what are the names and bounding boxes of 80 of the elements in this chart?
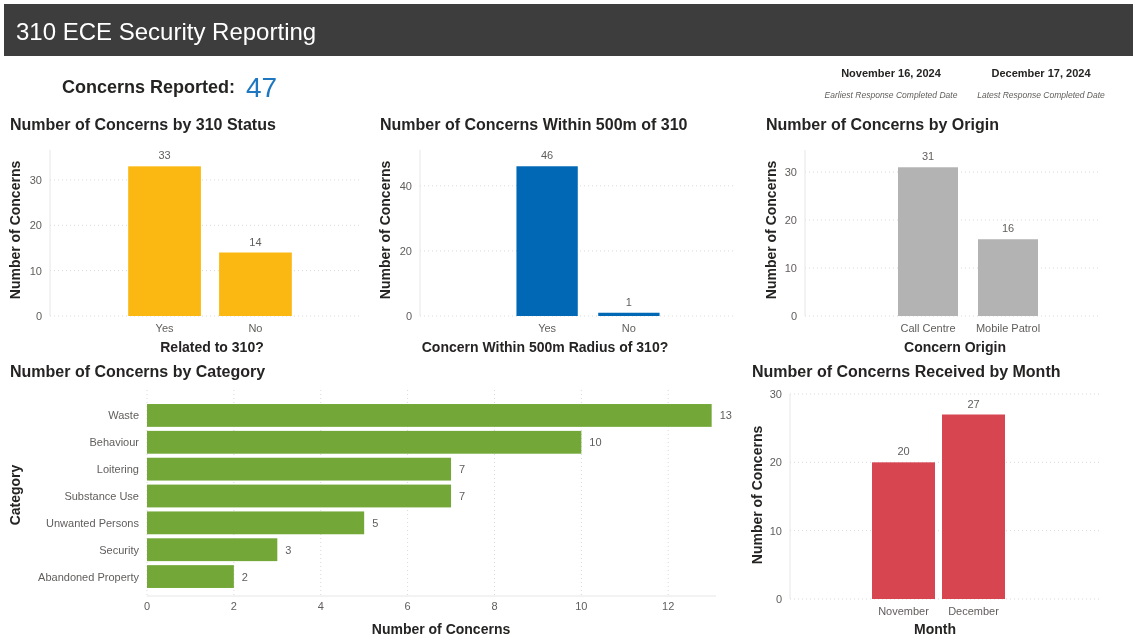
x-tick-label: 12: [662, 600, 675, 612]
y-tick-label: Loitering: [96, 463, 139, 476]
y-tick-label: 40: [399, 179, 412, 192]
chart-title: Number of Concerns by 310 Status: [10, 116, 276, 133]
bar: [147, 484, 452, 508]
x-axis-title: Concern Origin: [904, 339, 1006, 355]
x-tick-label: No: [248, 322, 263, 334]
bar: [147, 430, 582, 454]
x-tick-label: 10: [575, 600, 588, 612]
x-axis-title: Related to 310?: [160, 339, 264, 355]
x-tick-label: December: [948, 605, 1000, 617]
bar: [147, 538, 278, 562]
data-label: 3: [285, 543, 292, 556]
y-tick-label: 10: [784, 262, 797, 275]
y-tick-label: 0: [790, 310, 797, 322]
chart-title: Number of Concerns Received by Month: [752, 363, 1061, 380]
y-tick-label: 10: [29, 264, 42, 277]
data-label: 2: [241, 570, 248, 583]
text: November 16, 2024: [841, 67, 942, 79]
data-label: 10: [589, 436, 602, 449]
x-tick-label: Yes: [538, 322, 557, 334]
text: Earliest Response Completed Date: [824, 90, 958, 100]
x-tick-label: 6: [404, 600, 411, 612]
y-tick-label: 20: [399, 244, 412, 257]
text: December 17, 2024: [991, 67, 1092, 79]
x-tick-label: Call Centre: [900, 322, 956, 334]
data-label: 31: [921, 150, 935, 163]
y-tick-label: 30: [784, 166, 797, 179]
y-tick-label: 20: [29, 219, 42, 232]
y-tick-label: 0: [35, 310, 42, 322]
x-axis-title: Concern Within 500m Radius of 310?: [421, 339, 669, 355]
y-axis-title: Number of Concerns: [7, 160, 23, 300]
chart-title: Number of Concerns Within 500m of 310: [380, 116, 688, 133]
y-tick-label: 30: [29, 173, 42, 186]
x-tick-label: Mobile Patrol: [975, 322, 1041, 334]
x-tick-label: 2: [230, 600, 237, 612]
chart-title: Number of Concerns by Origin: [766, 116, 999, 133]
data-label: 46: [540, 149, 554, 162]
text: Concerns Reported:: [62, 77, 236, 97]
text: 310 ECE Security Reporting: [16, 18, 317, 45]
y-axis-title: Number of Concerns: [763, 160, 779, 300]
y-tick-label: 30: [769, 388, 782, 400]
x-tick-label: 4: [317, 600, 324, 612]
y-tick-label: Behaviour: [89, 436, 140, 449]
data-label: 20: [897, 445, 910, 458]
x-tick-label: Yes: [155, 322, 175, 334]
x-tick-label: 0: [143, 600, 151, 612]
y-tick-label: Unwanted Persons: [46, 516, 140, 529]
bar: [147, 404, 712, 427]
bar: [147, 565, 234, 588]
y-tick-label: 20: [784, 214, 797, 227]
y-tick-label: Abandoned Property: [38, 570, 140, 583]
text: Latest Response Completed Date: [977, 90, 1106, 100]
y-tick-label: Security: [99, 543, 140, 556]
y-tick-label: Substance Use: [64, 490, 139, 502]
chart-title: Number of Concerns by Category: [10, 363, 266, 380]
bar: [147, 511, 365, 535]
data-label: 5: [372, 516, 379, 529]
data-label: 33: [158, 149, 171, 162]
y-tick-label: 20: [769, 456, 782, 469]
data-label: 13: [719, 409, 732, 422]
data-label: 14: [249, 235, 262, 248]
bar: [147, 457, 452, 481]
y-axis-title: Category: [7, 464, 23, 526]
data-label: 16: [1001, 222, 1015, 235]
x-tick-label: November: [878, 605, 930, 617]
data-label: 7: [459, 463, 466, 476]
x-tick-label: No: [621, 322, 636, 334]
data-label: 7: [459, 490, 466, 502]
y-axis-title: Number of Concerns: [749, 425, 765, 565]
y-tick-label: Waste: [108, 409, 139, 422]
x-axis-title: Number of Concerns: [371, 621, 511, 637]
y-tick-label: 10: [769, 524, 782, 537]
x-axis-title: Month: [914, 621, 956, 637]
y-tick-label: 0: [405, 310, 412, 322]
x-tick-label: 8: [491, 600, 498, 612]
text: 47: [246, 72, 278, 103]
data-label: 1: [625, 295, 632, 308]
y-axis-title: Number of Concerns: [377, 160, 393, 300]
data-label: 27: [967, 397, 980, 410]
